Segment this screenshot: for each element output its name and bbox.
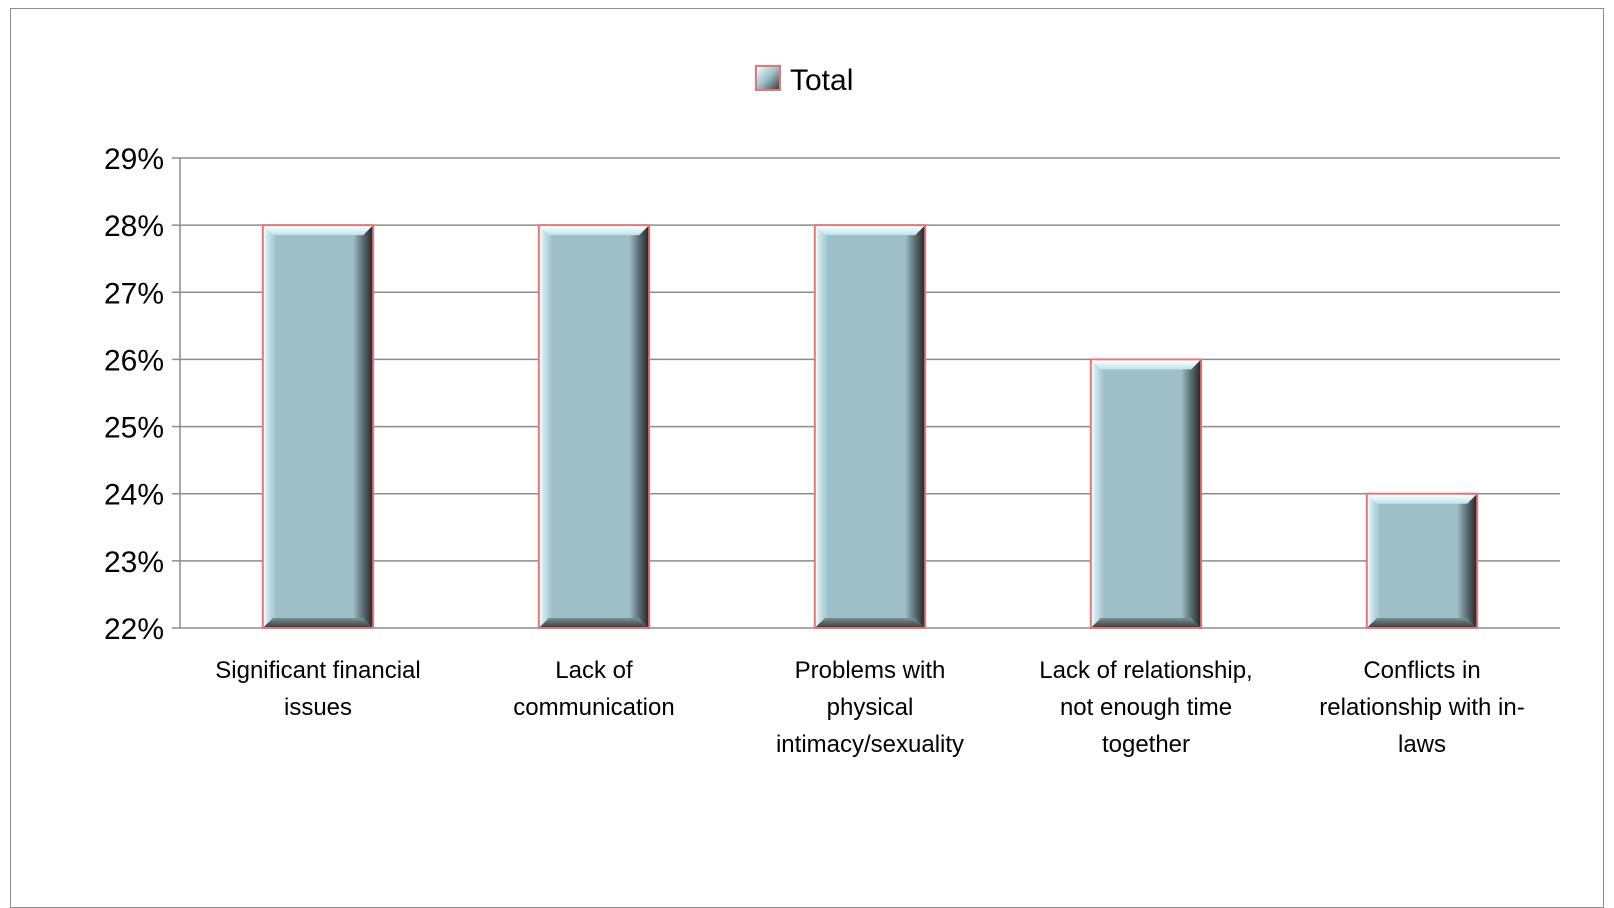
bar-top-bevel	[539, 226, 649, 236]
y-tick-label: 25%	[104, 412, 164, 445]
y-tick-label: 24%	[104, 479, 164, 512]
bar-bottom-bevel	[1367, 618, 1477, 627]
x-tick-label: Lack of communication	[513, 657, 674, 721]
bar-body	[1365, 492, 1479, 630]
y-tick-label: 28%	[104, 210, 164, 243]
bar-bottom-bevel	[1091, 618, 1201, 627]
bar	[1365, 492, 1479, 630]
y-tick-label: 23%	[104, 546, 164, 579]
x-tick-label: Conflicts in relationship with in-laws	[1319, 657, 1524, 758]
bar-body	[261, 224, 375, 629]
bar	[537, 224, 651, 629]
bar-bottom-bevel	[539, 618, 649, 627]
bar-body	[537, 224, 651, 629]
x-tick-label: Problems with physical intimacy/sexuality	[776, 657, 964, 758]
x-axis-labels: Significant financial issues Lack of commun…	[215, 657, 1524, 758]
legend-swatch	[755, 65, 781, 91]
bar-top-bevel	[1091, 360, 1201, 370]
bar	[813, 224, 927, 629]
bar-bottom-bevel	[263, 618, 373, 627]
y-tick-label: 29%	[104, 143, 164, 176]
y-tick-label: 22%	[104, 613, 164, 646]
y-tick-label: 26%	[104, 344, 164, 377]
legend-label: Total	[790, 64, 853, 97]
bar-top-bevel	[263, 226, 373, 236]
x-tick-label: Significant financial issues	[215, 657, 420, 721]
bar-bottom-bevel	[815, 618, 925, 627]
bar-body	[813, 224, 927, 629]
y-axis: 22% 23% 24% 25% 26% 27% 28% 29%	[104, 143, 181, 646]
bar-body	[1089, 358, 1203, 629]
bar-top-bevel	[815, 226, 925, 236]
bars	[261, 224, 1479, 630]
bar-top-bevel	[1367, 494, 1477, 504]
bar	[1089, 358, 1203, 629]
legend: Total	[755, 64, 853, 97]
bar	[261, 224, 375, 629]
x-tick-label: Lack of relationship, not enough time toge…	[1039, 657, 1252, 758]
y-tick-label: 27%	[104, 277, 164, 310]
